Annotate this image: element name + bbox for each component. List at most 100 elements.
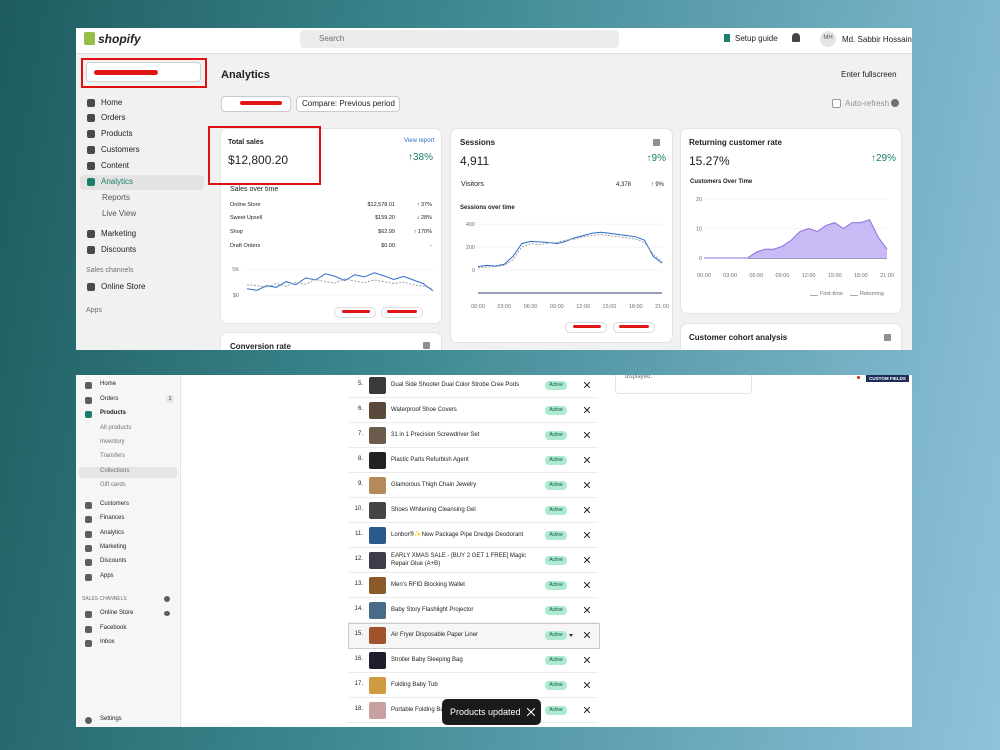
area [704, 219, 887, 258]
row-number: 16. [354, 656, 363, 662]
nav-item[interactable]: Online Store [100, 610, 134, 616]
remove-icon[interactable] [584, 607, 590, 613]
nav-item[interactable]: Inventory [100, 439, 125, 445]
nav-item[interactable]: Gift cards [100, 482, 126, 488]
remove-icon[interactable] [584, 707, 590, 713]
row[interactable] [348, 448, 598, 473]
setup-guide[interactable]: Setup guide [735, 34, 778, 43]
cohort-card: Customer cohort analysis [681, 324, 901, 350]
status-badge: Active [545, 506, 567, 515]
row[interactable] [348, 573, 598, 598]
remove-icon[interactable] [584, 382, 590, 388]
nav-item[interactable]: Transfers [100, 453, 126, 459]
bell-icon[interactable] [792, 33, 800, 42]
row[interactable] [348, 523, 598, 548]
card-title: Customer cohort analysis [689, 333, 788, 342]
row[interactable] [348, 548, 598, 573]
nav-item[interactable]: Customers [100, 501, 130, 507]
nav-item[interactable]: Marketing [100, 544, 127, 550]
nav-item[interactable]: Home [101, 98, 123, 107]
remove-icon[interactable] [584, 682, 590, 688]
compare-button[interactable] [296, 96, 400, 112]
remove-icon[interactable] [584, 432, 590, 438]
toast-close[interactable] [527, 708, 535, 716]
product-name[interactable]: Plastic Parts Refurbish Agent [391, 457, 469, 463]
row[interactable] [348, 648, 598, 673]
nav-item[interactable]: Orders [101, 113, 126, 122]
nav-item[interactable]: Products [100, 410, 127, 416]
thumbnail [369, 452, 386, 469]
view-report[interactable]: View report [404, 138, 435, 144]
search-box[interactable] [300, 30, 619, 48]
remove-icon[interactable] [584, 557, 590, 563]
row[interactable] [348, 598, 598, 623]
nav-item[interactable]: Finances [100, 515, 125, 521]
remove-icon[interactable] [584, 507, 590, 513]
metric-value: 15.27% [689, 154, 730, 168]
thumbnail [369, 502, 386, 519]
nav-item[interactable]: Facebook [100, 625, 127, 631]
nav-item[interactable]: Analytics [100, 530, 125, 536]
nav-item[interactable]: Customers [101, 145, 140, 154]
nav-item[interactable]: Discounts [101, 245, 137, 254]
remove-icon[interactable] [584, 582, 590, 588]
remove-icon[interactable] [584, 632, 590, 638]
redaction [94, 70, 158, 75]
thumbnail [369, 552, 386, 569]
row[interactable] [348, 498, 598, 523]
redaction [573, 325, 601, 328]
nav-item[interactable]: Marketing [101, 229, 137, 238]
product-name[interactable]: EARLY XMAS SALE - [BUY 2 GET 1 FREE] Mag… [391, 553, 526, 567]
product-name[interactable]: Air Fryer Disposable Paper Liner [391, 632, 479, 638]
product-name[interactable]: Dual Side Shooter Dual Color Strobe Cree… [391, 382, 520, 388]
chart-title: Sessions over time [460, 205, 515, 211]
nav-item[interactable]: Apps [100, 573, 114, 579]
nav-item[interactable]: Reports [102, 193, 131, 202]
nav-item[interactable]: Collections [100, 468, 130, 474]
status-badge: Active [545, 706, 567, 715]
nav-item[interactable]: Content [101, 161, 130, 170]
status-badge: Active [545, 406, 567, 415]
nav-item[interactable]: Live View [102, 209, 137, 218]
remove-icon[interactable] [584, 407, 590, 413]
nav-item[interactable]: Products [101, 129, 133, 138]
nav-item[interactable]: Orders [100, 396, 119, 402]
status-badge: Active [545, 656, 567, 665]
avatar[interactable] [820, 31, 836, 47]
nav-item[interactable]: Home [100, 381, 117, 387]
nav-item[interactable]: Settings [100, 716, 122, 722]
product-name[interactable]: Glamorous Thigh Chain Jewelry [391, 482, 477, 488]
nav-item[interactable]: Discounts [100, 558, 127, 564]
checkbox[interactable] [832, 99, 841, 108]
row[interactable] [348, 375, 598, 398]
product-name[interactable]: Waterproof Shoe Covers [391, 407, 457, 413]
nav-item[interactable]: All products [100, 425, 132, 431]
nav-item[interactable]: Inbox [100, 639, 115, 645]
product-name[interactable]: 31 in 1 Precision Screwdriver Set [391, 432, 480, 438]
product-name[interactable]: Men's RFID Blocking Wallet [391, 582, 465, 588]
product-name[interactable]: Folding Baby Tub [391, 682, 438, 688]
remove-icon[interactable] [584, 532, 590, 538]
row[interactable] [348, 473, 598, 498]
section-label: Apps [86, 307, 102, 314]
line [246, 278, 434, 290]
x-tick-label: 15:00 [828, 273, 842, 279]
row[interactable] [348, 398, 598, 423]
row[interactable] [348, 423, 598, 448]
remove-icon[interactable] [584, 482, 590, 488]
product-name[interactable]: Baby Story Flashlight Projector [391, 607, 474, 613]
remove-icon[interactable] [584, 657, 590, 663]
thumbnail [369, 702, 386, 719]
fullscreen[interactable]: Enter fullscreen [841, 70, 897, 79]
row-number: 18. [354, 706, 363, 712]
product-name[interactable]: Lonbor®✨New Package Pipe Dredge Deodoran… [391, 532, 524, 538]
nav-item[interactable]: Analytics [101, 177, 134, 186]
nav-item[interactable]: Online Store [101, 282, 146, 291]
product-name[interactable]: Portable Folding Ba [391, 707, 444, 713]
product-name[interactable]: Stroller Baby Sleeping Bag [391, 657, 463, 663]
product-name[interactable]: Shoes Whitening Cleansing Gel [391, 507, 476, 513]
compare-label[interactable]: Compare: Previous period [302, 99, 395, 108]
remove-icon[interactable] [584, 457, 590, 463]
row[interactable] [348, 673, 598, 698]
custom-fields-button[interactable]: CUSTOM FIELDS [866, 375, 909, 382]
